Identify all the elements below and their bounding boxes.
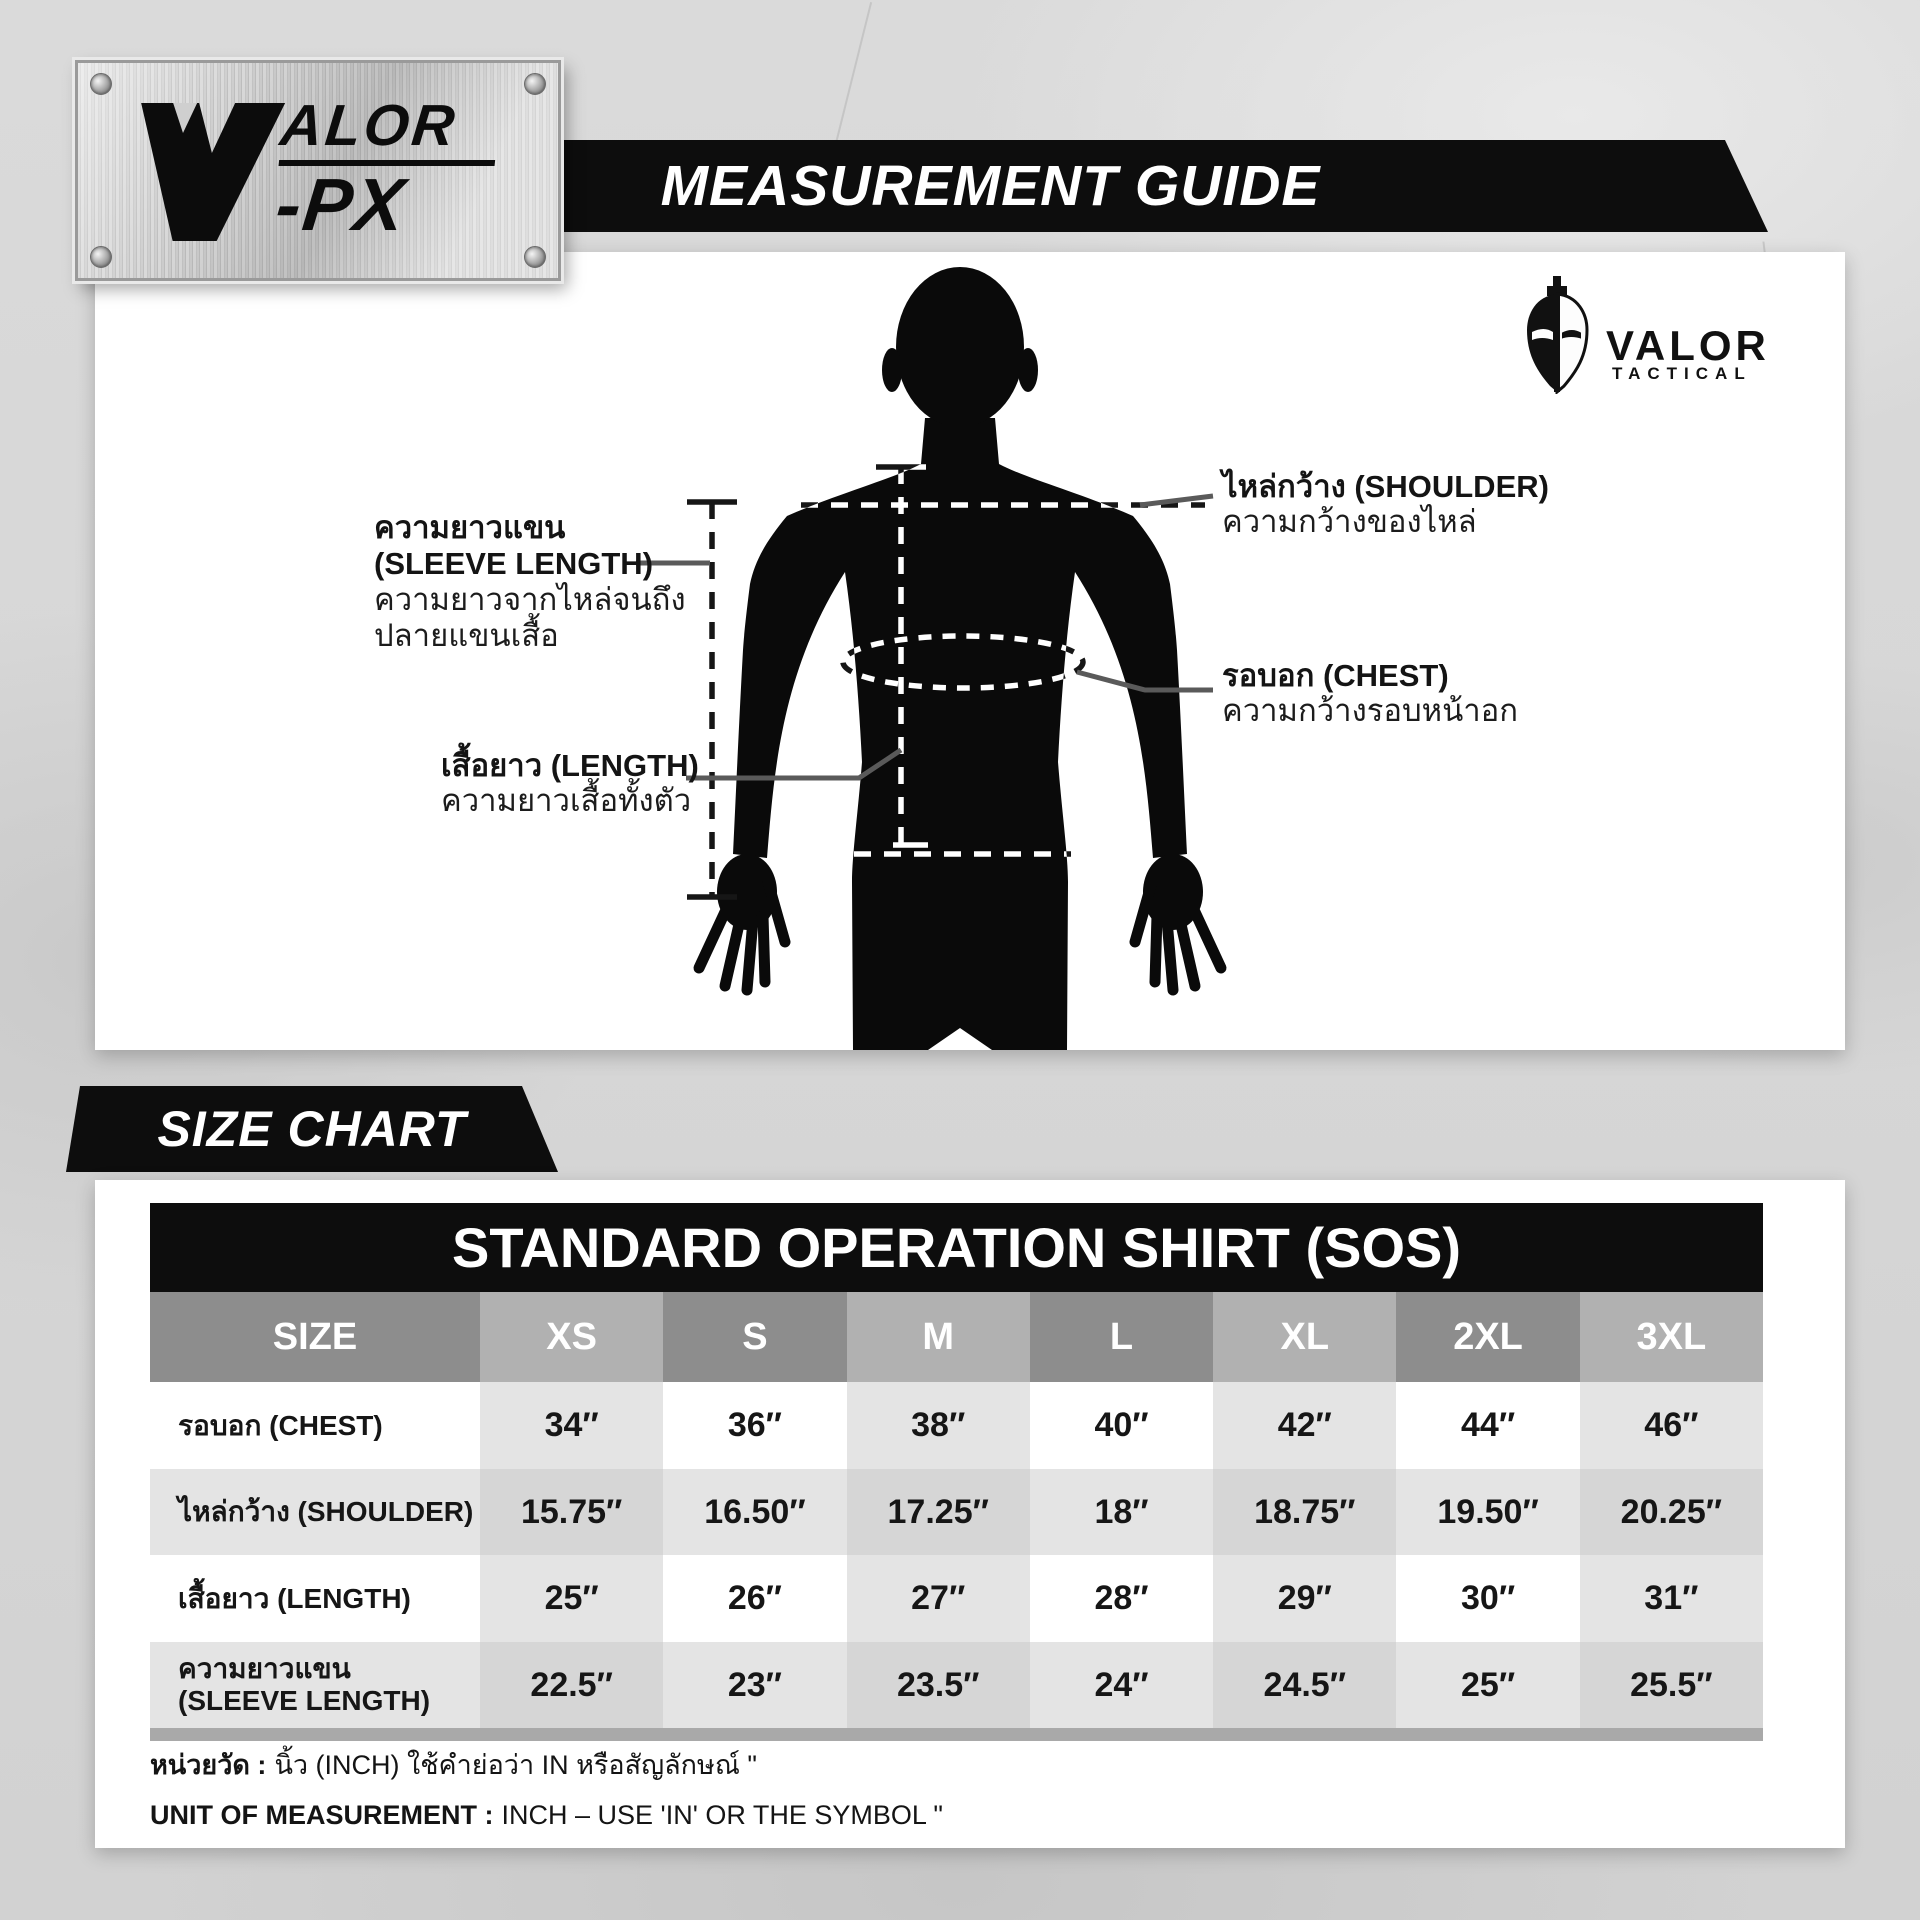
table-bottom-bar xyxy=(150,1728,1763,1741)
screw-icon xyxy=(524,73,546,95)
table-cell: 27″ xyxy=(846,1555,1030,1642)
footnotes: หน่วยวัด : นิ้ว (INCH) ใช้คำย่อว่า IN หรื… xyxy=(150,1746,943,1846)
table-cell: 18.75″ xyxy=(1213,1469,1397,1555)
table-cell: 15.75″ xyxy=(480,1469,664,1555)
footnote-thai-rest: นิ้ว (INCH) ใช้คำย่อว่า IN หรือสัญลักษณ์… xyxy=(274,1750,757,1780)
table-cell: 23.5″ xyxy=(846,1642,1030,1728)
screw-icon xyxy=(90,246,112,268)
row-label-text: ไหล่กว้าง (SHOULDER) xyxy=(178,1496,474,1527)
length-label-title: เสื้อยาว (LENGTH) xyxy=(441,748,699,783)
row-label-chest: รอบอก (CHEST) xyxy=(150,1382,480,1469)
footnote-english: UNIT OF MEASUREMENT : INCH – USE 'IN' OR … xyxy=(150,1796,943,1834)
table-cell: 23″ xyxy=(663,1642,847,1728)
chest-label: รอบอก (CHEST) ความกว้างรอบหน้าอก xyxy=(1222,659,1518,729)
shoulder-label-title: ไหล่กว้าง (SHOULDER) xyxy=(1222,469,1549,504)
table-cell: 44″ xyxy=(1396,1382,1580,1469)
footnote-thai: หน่วยวัด : นิ้ว (INCH) ใช้คำย่อว่า IN หรื… xyxy=(150,1746,943,1784)
table-cell: 38″ xyxy=(846,1382,1030,1469)
size-table: STANDARD OPERATION SHIRT (SOS) SIZE XS S… xyxy=(150,1203,1763,1741)
column-header-size: SIZE xyxy=(150,1292,480,1382)
hands xyxy=(693,854,1227,996)
size-chart-panel: STANDARD OPERATION SHIRT (SOS) SIZE XS S… xyxy=(95,1180,1845,1848)
row-label-sleeve-length: ความยาวแขน (SLEEVE LENGTH) xyxy=(150,1642,480,1728)
footnote-en-rest: INCH – USE 'IN' OR THE SYMBOL " xyxy=(501,1800,943,1830)
table-cell: 19.50″ xyxy=(1396,1469,1580,1555)
length-label-desc: ความยาวเสื้อทั้งตัว xyxy=(441,783,692,818)
table-cell: 22.5″ xyxy=(480,1642,664,1728)
spartan-helmet-icon xyxy=(1527,276,1589,394)
brand-plate: ALOR -PX xyxy=(72,57,564,284)
size-chart-title: SIZE CHART xyxy=(157,1101,467,1157)
screw-icon xyxy=(90,73,112,95)
sleeve-label-thai: ความยาวแขน xyxy=(374,510,566,545)
column-header-m: M xyxy=(846,1292,1030,1382)
sleeve-length-label: ความยาวแขน (SLEEVE LENGTH) ความยาวจากไหล… xyxy=(374,510,686,654)
table-cell: 29″ xyxy=(1213,1555,1397,1642)
table-cell: 36″ xyxy=(663,1382,847,1469)
chest-label-desc: ความกว้างรอบหน้าอก xyxy=(1222,693,1519,728)
sleeve-label-desc2: ปลายแขนเสื้อ xyxy=(374,618,559,653)
table-cell: 46″ xyxy=(1579,1382,1763,1469)
table-cell: 18″ xyxy=(1029,1469,1214,1555)
tactical-logo-name: VALOR xyxy=(1606,322,1770,369)
screw-icon xyxy=(524,246,546,268)
table-cell: 16.50″ xyxy=(663,1469,847,1555)
table-cell: 26″ xyxy=(663,1555,847,1642)
footnote-thai-bold: หน่วยวัด : xyxy=(150,1750,267,1780)
footnote-en-bold: UNIT OF MEASUREMENT : xyxy=(150,1800,494,1830)
table-cell: 30″ xyxy=(1396,1555,1580,1642)
page-title: MEASUREMENT GUIDE xyxy=(660,154,1321,218)
sleeve-label-desc1: ความยาวจากไหล่จนถึง xyxy=(374,582,686,617)
column-header-s: S xyxy=(663,1292,847,1382)
column-header-xs: XS xyxy=(480,1292,664,1382)
table-cell: 42″ xyxy=(1213,1382,1397,1469)
table-cell: 24″ xyxy=(1029,1642,1214,1728)
table-grid: SIZE XS S M L XL 2XL 3XL รอบอก (CHEST) 3… xyxy=(150,1292,1763,1728)
column-header-2xl: 2XL xyxy=(1396,1292,1580,1382)
shoulder-label: ไหล่กว้าง (SHOULDER) ความกว้างของไหล่ xyxy=(1222,470,1549,540)
table-cell: 31″ xyxy=(1579,1555,1763,1642)
row-label-text: (SLEEVE LENGTH) xyxy=(178,1685,431,1716)
shirt-length-label: เสื้อยาว (LENGTH) ความยาวเสื้อทั้งตัว xyxy=(441,749,699,819)
row-label-text: เสื้อยาว (LENGTH) xyxy=(178,1582,411,1614)
logo-text-px: -PX xyxy=(272,163,411,246)
column-header-3xl: 3XL xyxy=(1579,1292,1763,1382)
body-silhouette-diagram xyxy=(636,267,1227,1050)
concrete-crack xyxy=(833,1,873,149)
sleeve-label-en: (SLEEVE LENGTH) xyxy=(374,546,654,581)
diagram-panel: ความยาวแขน (SLEEVE LENGTH) ความยาวจากไหล… xyxy=(95,252,1845,1050)
table-cell: 17.25″ xyxy=(846,1469,1030,1555)
table-cell: 25″ xyxy=(480,1555,664,1642)
callout-lines xyxy=(636,493,1214,781)
row-label-length: เสื้อยาว (LENGTH) xyxy=(150,1555,480,1642)
v-glyph-icon xyxy=(141,103,286,241)
table-cell: 24.5″ xyxy=(1213,1642,1397,1728)
table-cell: 34″ xyxy=(480,1382,664,1469)
table-title: STANDARD OPERATION SHIRT (SOS) xyxy=(150,1203,1763,1292)
row-label-shoulder: ไหล่กว้าง (SHOULDER) xyxy=(150,1469,480,1555)
valor-px-logo: ALOR -PX xyxy=(122,91,503,251)
valor-tactical-logo: VALOR TACTICAL xyxy=(1520,272,1820,402)
logo-text-alor: ALOR xyxy=(277,93,461,158)
size-chart-banner: SIZE CHART xyxy=(66,1086,558,1172)
tactical-logo-sub: TACTICAL xyxy=(1612,364,1752,383)
column-header-l: L xyxy=(1029,1292,1214,1382)
shoulder-label-desc: ความกว้างของไหล่ xyxy=(1222,504,1477,539)
column-header-xl: XL xyxy=(1213,1292,1397,1382)
chest-label-title: รอบอก (CHEST) xyxy=(1222,658,1449,693)
table-cell: 25″ xyxy=(1396,1642,1580,1728)
table-cell: 40″ xyxy=(1029,1382,1214,1469)
table-cell: 25.5″ xyxy=(1579,1642,1763,1728)
table-cell: 28″ xyxy=(1029,1555,1214,1642)
row-label-text: รอบอก (CHEST) xyxy=(178,1409,383,1441)
row-label-text: ความยาวแขน xyxy=(178,1653,351,1684)
table-cell: 20.25″ xyxy=(1579,1469,1763,1555)
